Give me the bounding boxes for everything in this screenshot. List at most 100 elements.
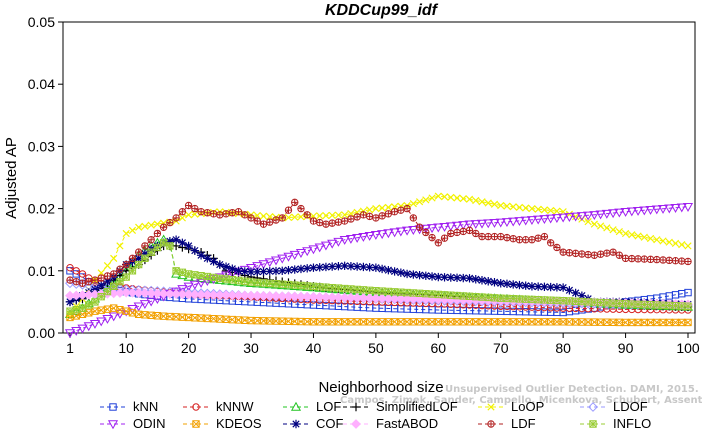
series-point-inflo <box>134 260 143 269</box>
series-point-inflo <box>584 298 592 306</box>
legend-label-ldf: LDF <box>511 416 536 431</box>
series-point-cof <box>97 281 106 290</box>
legend-marker-kdeos <box>192 420 200 428</box>
series-point-loop <box>528 204 536 213</box>
series-point-inflo <box>315 283 324 291</box>
series-point-loop <box>266 213 274 221</box>
x-tick-label: 70 <box>493 340 509 356</box>
series-point-inflo <box>253 278 261 287</box>
series-point-cof <box>178 238 187 248</box>
series-point-ldf <box>659 256 667 264</box>
series-point-inflo <box>484 293 492 302</box>
series-point-inflo <box>609 299 617 307</box>
series-point-fastabod <box>221 290 231 301</box>
series-point-inflo <box>540 296 549 304</box>
series-point-knnw <box>78 270 87 278</box>
series-point-inflo <box>378 287 386 295</box>
series-point-ldf <box>528 236 536 244</box>
series-point-loop <box>322 211 330 220</box>
series-point-cof <box>484 277 493 286</box>
series-point-inflo <box>653 301 661 309</box>
series-point-fastabod <box>271 291 281 302</box>
series-point-cof <box>502 279 512 289</box>
series-point-inflo <box>384 287 393 296</box>
series-point-loop <box>484 199 492 207</box>
series-point-inflo <box>266 279 274 288</box>
series-point-fastabod <box>302 291 313 302</box>
series-point-kdeos <box>684 318 692 327</box>
series-point-loop <box>440 193 449 201</box>
x-axis-title: Neighborhood size <box>318 379 443 396</box>
y-tick-label: 0.02 <box>28 201 55 217</box>
series-point-loop <box>497 201 505 210</box>
series-point-fastabod <box>246 290 256 301</box>
series-point-inflo <box>578 297 586 306</box>
series-point-odin <box>451 221 463 231</box>
series-point-loop <box>153 220 162 228</box>
series-point-odin <box>364 232 375 241</box>
series-point-fastabod <box>346 292 356 303</box>
series-point-ldf <box>153 229 162 238</box>
series-point-cof <box>103 276 112 286</box>
x-tick-label: 40 <box>306 340 322 356</box>
series-point-inflo <box>97 293 105 301</box>
legend-marker-cof <box>291 419 301 429</box>
series-point-ldf <box>241 211 249 219</box>
series-point-odin <box>83 322 94 332</box>
series-point-cof <box>552 283 562 292</box>
series-point-lof <box>233 276 244 286</box>
legend-item-odin: ODIN <box>100 416 166 431</box>
legend-marker-odin <box>107 420 119 430</box>
series-point-inflo <box>147 248 155 256</box>
series-point-loop <box>621 229 630 238</box>
series-point-cof <box>278 266 287 275</box>
series-point-fastabod <box>177 289 188 300</box>
series-point-ldf <box>109 270 118 278</box>
series-point-inflo <box>397 288 405 296</box>
series-point-loop <box>646 234 655 243</box>
series-point-ldf <box>403 204 411 213</box>
series-point-odin <box>495 218 506 228</box>
y-tick-label: 0.03 <box>28 138 55 154</box>
series-point-odin <box>64 329 76 339</box>
series-point-inflo <box>166 242 174 250</box>
series-point-odin <box>501 218 513 227</box>
series-point-inflo <box>459 292 467 300</box>
series-point-ldf <box>178 208 187 216</box>
series-point-loop <box>534 205 542 213</box>
series-point-inflo <box>103 287 112 296</box>
series-point-inflo <box>503 294 511 303</box>
series-point-cof <box>284 265 293 275</box>
series-point-odin <box>389 228 400 238</box>
series-point-loop <box>671 239 680 248</box>
series-point-lof <box>270 279 282 289</box>
series-point-cof <box>571 288 580 298</box>
x-tick-label: 90 <box>618 340 634 356</box>
series-point-inflo <box>247 278 255 286</box>
legend-label-knn: kNN <box>133 399 158 414</box>
series-point-odin <box>620 208 631 217</box>
series-point-inflo <box>234 276 243 285</box>
series-point-cof <box>196 251 206 260</box>
series-point-odin <box>676 203 687 213</box>
x-tick-label: 1 <box>66 340 74 356</box>
series-point-ldf <box>359 211 368 219</box>
y-axis: 0.00 0.01 0.02 0.03 0.04 0.05 <box>28 14 63 341</box>
series-point-inflo <box>659 301 667 309</box>
series-point-odin <box>564 213 575 223</box>
series-point-cof <box>540 282 549 292</box>
chart-title: KDDCup99_idf <box>325 2 439 19</box>
series-point-cof <box>459 273 468 283</box>
series-point-fastabod <box>408 294 419 304</box>
series-point-cof <box>259 267 268 276</box>
series-point-cof <box>65 297 75 307</box>
series-point-inflo <box>478 293 486 301</box>
series-point-odin <box>289 250 300 260</box>
series-point-loop <box>409 199 417 208</box>
series-point-inflo <box>328 283 336 292</box>
series-point-ldf <box>609 248 617 256</box>
series-point-ldf <box>222 210 230 218</box>
series-point-fastabod <box>233 290 244 301</box>
series-point-odin <box>295 249 307 258</box>
